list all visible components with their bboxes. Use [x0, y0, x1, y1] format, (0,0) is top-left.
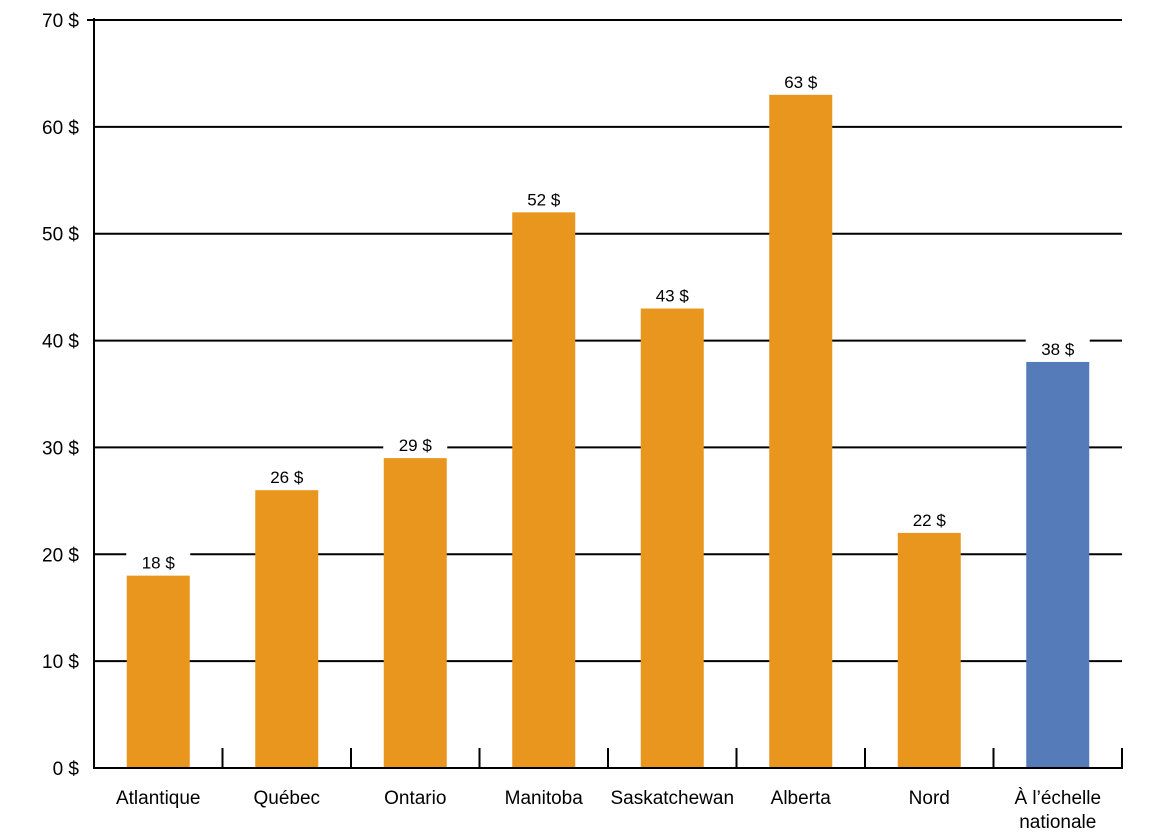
- x-axis-category-labels: Atlantique Québec Ontario Manitoba Saskatche…: [116, 788, 1101, 832]
- x-category-label: Alberta: [771, 788, 832, 809]
- x-category-label: À l’échelle nationale: [1014, 788, 1101, 832]
- y-tick-label: 50 $: [42, 225, 79, 246]
- bar: [897, 532, 961, 768]
- bar: [126, 575, 190, 768]
- x-category-label: Ontario: [384, 788, 446, 809]
- value-label-background: [511, 188, 576, 210]
- x-category-label: Nord: [909, 788, 950, 809]
- bar: [383, 458, 447, 768]
- x-category-label: Québec: [253, 788, 320, 809]
- value-label: 63 $: [784, 73, 818, 92]
- y-tick-label: 40 $: [42, 332, 79, 353]
- bar: [255, 490, 319, 768]
- gridlines: [94, 19, 1122, 663]
- y-tick-label: 20 $: [42, 545, 79, 566]
- value-label-background: [383, 434, 448, 456]
- y-tick-label: 30 $: [42, 438, 79, 459]
- value-label-background: [768, 70, 833, 92]
- value-label-background: [1025, 337, 1090, 359]
- value-label-background: [254, 466, 319, 488]
- bar: [512, 212, 576, 769]
- y-tick-label: 0 $: [53, 759, 80, 780]
- value-labels: 18 $ 26 $ 29 $ 52 $ 43 $ 63 $ 22 $ 38 $: [126, 70, 1090, 573]
- y-tick-label: 60 $: [42, 118, 79, 139]
- bars: [126, 94, 1090, 769]
- value-label-background: [640, 284, 705, 306]
- value-label: 52 $: [527, 190, 561, 209]
- value-label-background: [897, 508, 962, 530]
- axes: [87, 18, 1123, 769]
- x-category-label: Manitoba: [505, 788, 584, 809]
- value-label: 22 $: [913, 511, 947, 530]
- bar: [769, 94, 833, 769]
- bar: [640, 308, 704, 768]
- value-label: 26 $: [270, 468, 304, 487]
- y-tick-label: 10 $: [42, 652, 79, 673]
- value-label: 43 $: [656, 287, 690, 306]
- x-category-label: Saskatchewan: [610, 788, 734, 809]
- value-label: 38 $: [1041, 340, 1075, 359]
- y-axis-tick-labels: 0 $ 10 $ 20 $ 30 $ 40 $ 50 $ 60 $ 70 $: [42, 11, 79, 780]
- value-label: 29 $: [399, 436, 433, 455]
- y-tick-label: 70 $: [42, 11, 79, 32]
- value-label: 18 $: [142, 554, 176, 573]
- x-category-label: Atlantique: [116, 788, 201, 809]
- bar: [1026, 361, 1090, 768]
- value-label-background: [126, 551, 191, 573]
